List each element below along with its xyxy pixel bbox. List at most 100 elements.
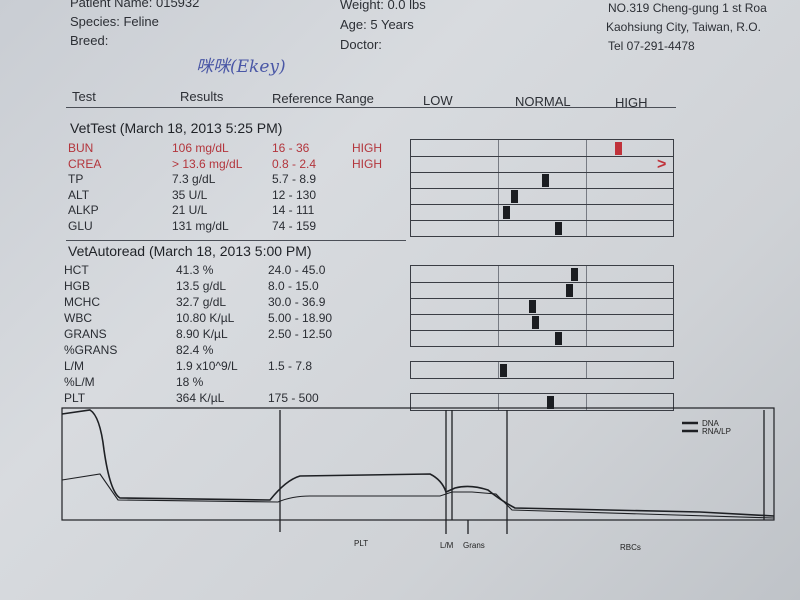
level-marker bbox=[555, 222, 562, 235]
legend-dna: DNA bbox=[702, 419, 720, 428]
test-result: 21 U/L bbox=[172, 203, 208, 217]
graph-frame bbox=[61, 407, 775, 521]
test-result: > 13.6 mg/dL bbox=[172, 156, 243, 171]
rna-lp-curve bbox=[61, 473, 775, 519]
reference-range: 12 - 130 bbox=[272, 187, 317, 202]
reference-range: 175 - 500 bbox=[268, 391, 319, 405]
test-result: 8.90 K/µL bbox=[176, 327, 228, 341]
test-name: GLU bbox=[68, 218, 93, 233]
col-normal: NORMAL bbox=[515, 94, 571, 109]
reference-range: 0.8 - 2.4 bbox=[272, 156, 317, 171]
reference-range: 14 - 111 bbox=[272, 203, 315, 217]
dna-curve bbox=[61, 409, 775, 517]
level-marker bbox=[503, 206, 510, 219]
level-marker bbox=[615, 142, 622, 155]
patient-name: Patient Name: 015932 bbox=[70, 0, 200, 10]
vettest-bar-grid: > bbox=[410, 139, 674, 237]
test-name: ALT bbox=[68, 187, 90, 202]
bar-row-line bbox=[411, 314, 673, 315]
range-divider bbox=[586, 362, 587, 378]
bar-row-line bbox=[411, 282, 673, 283]
label-plt: PLT bbox=[354, 539, 368, 548]
test-result: 13.5 g/dL bbox=[176, 279, 227, 293]
test-result: 364 K/µL bbox=[176, 391, 225, 405]
vettest-rule bbox=[66, 240, 406, 241]
vettest-title: VetTest (March 18, 2013 5:25 PM) bbox=[70, 120, 283, 136]
level-marker bbox=[542, 174, 549, 187]
reference-range: 5.00 - 18.90 bbox=[268, 311, 333, 325]
bar-row-line bbox=[411, 172, 673, 173]
handwritten-pet-name: 咪咪(Ekey) bbox=[196, 57, 286, 77]
autoread-bar-grid bbox=[410, 361, 674, 379]
range-divider bbox=[586, 394, 587, 410]
test-name: %GRANS bbox=[64, 343, 118, 357]
label-rbcs: RBCs bbox=[620, 543, 641, 552]
range-divider bbox=[498, 362, 499, 378]
bar-row-line bbox=[411, 298, 673, 299]
reference-range: 5.7 - 8.9 bbox=[272, 172, 317, 186]
label-grans: Grans bbox=[463, 541, 485, 550]
flag-high: HIGH bbox=[352, 156, 382, 171]
test-name: HGB bbox=[64, 279, 91, 293]
test-result: 106 mg/dL bbox=[172, 141, 229, 155]
level-marker bbox=[547, 396, 554, 409]
species: Species: Feline bbox=[70, 14, 159, 29]
level-marker bbox=[500, 364, 507, 377]
col-reference: Reference Range bbox=[272, 91, 374, 106]
bar-row-line bbox=[411, 220, 673, 221]
test-result: 35 U/L bbox=[172, 187, 208, 202]
col-low: LOW bbox=[423, 93, 453, 108]
reference-range: 30.0 - 36.9 bbox=[268, 295, 326, 309]
test-name: BUN bbox=[68, 141, 94, 155]
flag-high: HIGH bbox=[352, 141, 382, 155]
range-divider bbox=[498, 266, 499, 346]
doctor: Doctor: bbox=[340, 37, 382, 52]
reference-range: 24.0 - 45.0 bbox=[268, 263, 326, 277]
col-high: HIGH bbox=[615, 95, 648, 110]
level-marker bbox=[532, 316, 539, 329]
test-result: 41.3 % bbox=[176, 263, 214, 277]
test-name: TP bbox=[68, 172, 84, 186]
test-result: 82.4 % bbox=[176, 343, 214, 357]
bar-row-line bbox=[411, 204, 673, 205]
reference-range: 1.5 - 7.8 bbox=[268, 359, 313, 373]
reference-range: 16 - 36 bbox=[272, 141, 310, 155]
autoread-bar-grid bbox=[410, 393, 674, 411]
test-name: HCT bbox=[64, 263, 89, 277]
range-divider bbox=[498, 394, 499, 410]
autoread-bar-grid bbox=[410, 265, 674, 347]
level-marker bbox=[555, 332, 562, 345]
test-name: GRANS bbox=[64, 327, 107, 341]
level-marker bbox=[529, 300, 536, 313]
legend-rna-lp: RNA/LP bbox=[702, 427, 731, 436]
age: Age: 5 Years bbox=[340, 17, 414, 32]
level-marker bbox=[566, 284, 573, 297]
test-result: 18 % bbox=[176, 375, 204, 389]
vetautoread-title: VetAutoread (March 18, 2013 5:00 PM) bbox=[68, 243, 312, 259]
clinic-address-line2: Kaohsiung City, Taiwan, R.O. bbox=[606, 20, 761, 34]
test-name: PLT bbox=[64, 391, 86, 405]
test-result: 7.3 g/dL bbox=[172, 172, 216, 186]
test-result: 10.80 K/µL bbox=[176, 311, 235, 325]
label-lm: L/M bbox=[440, 541, 454, 550]
test-name: ALKP bbox=[68, 203, 99, 217]
test-name: MCHC bbox=[64, 295, 100, 309]
bar-row-line bbox=[411, 188, 673, 189]
reference-range: 8.0 - 15.0 bbox=[268, 279, 319, 293]
col-test: Test bbox=[72, 89, 96, 104]
test-result: 131 mg/dL bbox=[172, 218, 229, 233]
test-result: 32.7 g/dL bbox=[176, 295, 227, 309]
test-name: CREA bbox=[68, 156, 102, 171]
reference-range: 2.50 - 12.50 bbox=[268, 327, 333, 341]
level-marker bbox=[571, 268, 578, 281]
weight: Weight: 0.0 lbs bbox=[340, 0, 426, 12]
header-rule bbox=[66, 107, 676, 108]
level-marker: > bbox=[657, 156, 667, 173]
col-results: Results bbox=[180, 89, 224, 104]
bar-row-line bbox=[411, 330, 673, 331]
level-marker bbox=[511, 190, 518, 203]
bar-row-line bbox=[411, 156, 673, 157]
test-result: 1.9 x10^9/L bbox=[176, 359, 238, 373]
